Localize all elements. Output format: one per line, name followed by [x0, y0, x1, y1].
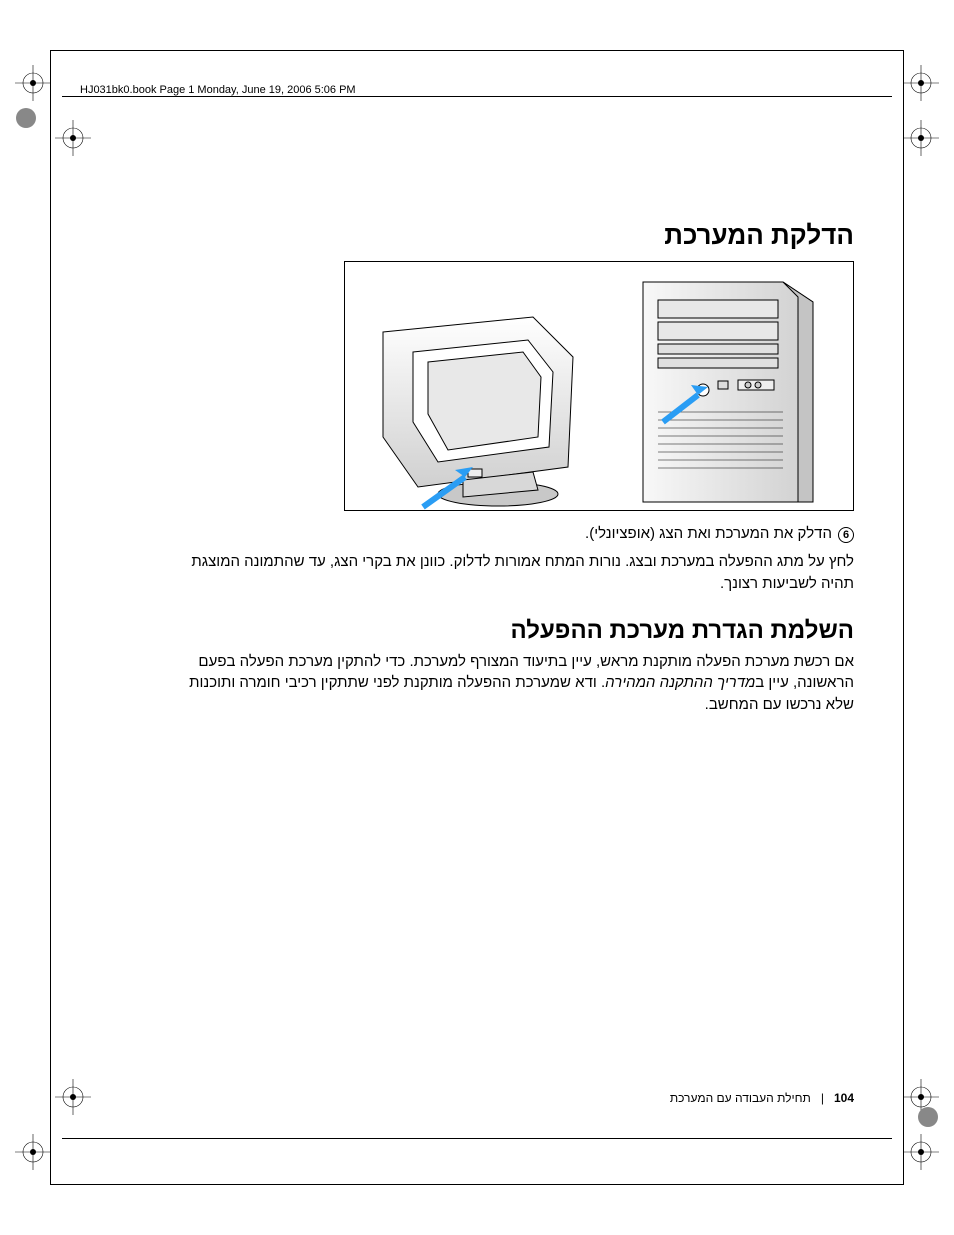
footer-rule [62, 1138, 892, 1139]
crop-mark [15, 65, 51, 101]
crop-mark [903, 120, 939, 156]
page-number: 104 [834, 1091, 854, 1105]
footer-section-title: תחילת העבודה עם המערכת [670, 1091, 811, 1105]
crop-dot [910, 1099, 946, 1135]
crop-mark [903, 65, 939, 101]
footer-separator: | [821, 1091, 824, 1105]
crop-dot [8, 100, 44, 136]
header-rule [62, 96, 892, 97]
figure-system-monitor [344, 261, 854, 511]
heading-turning-on: הדלקת המערכת [175, 220, 854, 251]
section1-paragraph: לחץ על מתג ההפעלה במערכת ובצג. נורות המת… [175, 551, 854, 595]
page-footer: 104 | תחילת העבודה עם המערכת [670, 1091, 854, 1105]
running-header: HJ031bk0.book Page 1 Monday, June 19, 20… [80, 84, 356, 96]
crop-mark [15, 1134, 51, 1170]
heading-complete-os: השלמת הגדרת מערכת ההפעלה [175, 617, 854, 645]
step-text: הדלק את המערכת ואת הצג (אופציונלי). [585, 525, 832, 543]
crop-mark [903, 1134, 939, 1170]
step-number-icon: 6 [838, 527, 854, 543]
section2-paragraph: אם רכשת מערכת הפעלה מותקנת מראש, עיין בת… [175, 651, 854, 716]
step-6: 6 הדלק את המערכת ואת הצג (אופציונלי). [175, 525, 854, 543]
